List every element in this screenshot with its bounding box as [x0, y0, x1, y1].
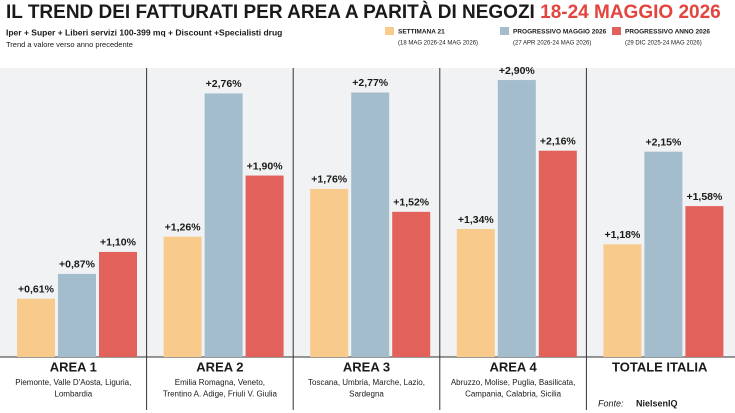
- source-label: Fonte:: [598, 398, 624, 408]
- value-label: +2,90%: [499, 65, 536, 77]
- bar: [310, 188, 349, 357]
- title-date: 18-24 MAGGIO 2026: [540, 2, 721, 23]
- subtitle: Iper + Super + Liberi servizi 100-399 mq…: [6, 27, 282, 37]
- category-label: AREA 4: [489, 359, 537, 374]
- value-label: +1,76%: [311, 174, 348, 186]
- value-label: +1,58%: [686, 191, 723, 203]
- legend-period: (29 DIC 2025-24 MAG 2026): [625, 41, 702, 47]
- source: NielsenIQ: [636, 398, 678, 408]
- bar: [497, 80, 536, 358]
- value-label: +0,87%: [59, 259, 96, 271]
- bar: [245, 175, 284, 357]
- bar: [58, 273, 96, 357]
- bar: [163, 236, 202, 357]
- legend-label: PROGRESSIVO ANNO 2026: [625, 29, 710, 36]
- value-label: +2,15%: [645, 136, 682, 148]
- category-label: AREA 2: [196, 359, 243, 374]
- bar: [456, 229, 495, 357]
- bar: [685, 206, 724, 357]
- legend-period: (18 MAG 2026-24 MAG 2026): [398, 41, 478, 47]
- legend-period: (27 APR 2026-24 MAG 2026): [513, 41, 591, 47]
- note: Trend a valore verso anno precedente: [6, 40, 133, 49]
- bar: [204, 93, 243, 358]
- category-description: Campania, Calabria, Sicilia: [465, 390, 562, 399]
- value-label: +1,26%: [165, 221, 202, 233]
- value-label: +1,90%: [247, 160, 284, 172]
- category-description: Abruzzo, Molise, Puglia, Basilicata,: [451, 378, 576, 387]
- category-description: Trentino A. Adige, Friuli V. Giulia: [163, 390, 278, 399]
- value-label: +2,76%: [206, 78, 243, 90]
- category-label: TOTALE ITALIA: [612, 359, 708, 374]
- category-description: Lombardia: [54, 390, 92, 399]
- value-label: +0,61%: [18, 284, 55, 296]
- legend-swatch: [385, 27, 394, 35]
- bar: [644, 151, 683, 357]
- legend-label: SETTIMANA 21: [398, 29, 445, 36]
- value-label: +1,34%: [458, 214, 495, 226]
- category-description: Toscana, Umbria, Marche, Lazio,: [308, 378, 425, 387]
- value-label: +2,77%: [352, 77, 389, 89]
- value-label: +2,16%: [540, 136, 577, 148]
- category-description: Piemonte, Valle D'Aosta, Liguria,: [15, 378, 131, 387]
- legend-label: PROGRESSIVO MAGGIO 2026: [513, 29, 607, 36]
- bar: [351, 92, 390, 357]
- bar: [538, 150, 577, 357]
- bar: [392, 211, 431, 357]
- legend-swatch: [500, 27, 509, 35]
- category-label: AREA 1: [50, 359, 97, 374]
- legend-swatch: [612, 27, 621, 35]
- bar: [99, 251, 137, 357]
- category-label: AREA 3: [343, 359, 390, 374]
- chart-title: IL TREND DEI FATTURATI PER AREA A PARITÀ…: [6, 1, 721, 23]
- bar: [17, 298, 55, 357]
- category-description: Sardegna: [349, 390, 384, 399]
- title-text: IL TREND DEI FATTURATI PER AREA A PARITÀ…: [6, 1, 535, 23]
- value-label: +1,18%: [604, 229, 641, 241]
- bar: [603, 244, 642, 357]
- category-description: Emilia Romagna, Veneto,: [175, 378, 265, 387]
- value-label: +1,52%: [393, 197, 430, 209]
- value-label: +1,10%: [100, 237, 137, 249]
